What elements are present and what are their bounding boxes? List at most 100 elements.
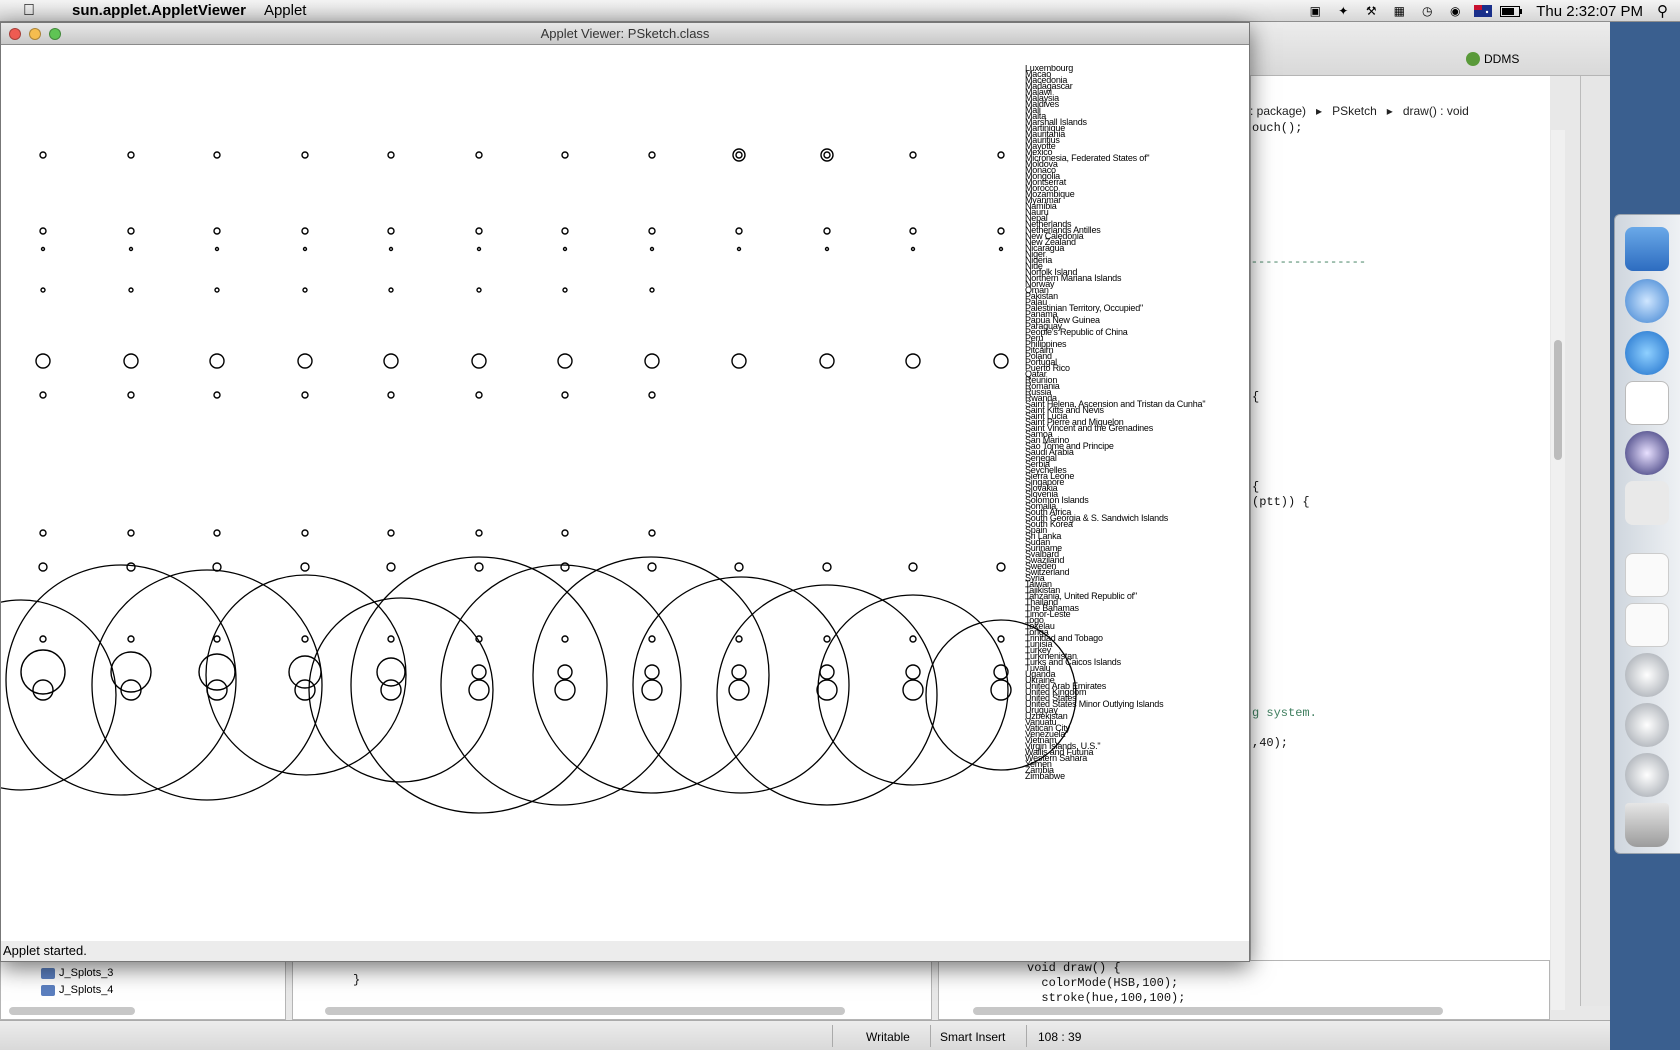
write-mode: Writable	[866, 1030, 910, 1044]
sketch-circle	[128, 246, 134, 252]
country-label: United Kingdom	[1025, 687, 1087, 697]
dropbox-icon[interactable]: ✦	[1338, 4, 1349, 18]
breadcrumb-item[interactable]: PSketch	[1332, 104, 1377, 118]
sketch-circle	[820, 148, 834, 162]
sketch-circle	[213, 391, 221, 399]
sketch-circle	[824, 246, 830, 252]
wifi-icon[interactable]: ◉	[1450, 4, 1461, 18]
time-machine-icon[interactable]: ◷	[1422, 4, 1433, 18]
country-label: Wallis and Futuna	[1025, 747, 1094, 757]
country-label: Syria	[1025, 573, 1045, 583]
finder-icon[interactable]	[1625, 227, 1669, 271]
country-label: Morocco	[1025, 183, 1059, 193]
sketch-circle	[561, 151, 569, 159]
country-label: The Bahamas	[1025, 603, 1079, 613]
horizontal-scrollbar[interactable]	[9, 1007, 135, 1015]
country-label: Montserrat	[1025, 177, 1067, 187]
calendar-icon[interactable]	[1625, 381, 1669, 425]
country-label: Malaysia	[1025, 93, 1059, 103]
sketch-circle	[440, 564, 682, 806]
horizontal-scrollbar[interactable]	[325, 1007, 845, 1015]
tree-item[interactable]: J_Splots_3	[41, 967, 113, 979]
secondary-editor[interactable]: void draw() { colorMode(HSB,100); stroke…	[938, 960, 1550, 1020]
country-label: Timor-Leste	[1025, 609, 1071, 619]
menu-clock[interactable]: Thu 2:32:07 PM	[1536, 2, 1643, 20]
sketch-circle	[468, 679, 490, 701]
sketch-circle	[302, 287, 308, 293]
country-label: Mexico	[1025, 147, 1053, 157]
grid-icon[interactable]: ▦	[1393, 4, 1405, 18]
battery-icon[interactable]	[1500, 3, 1523, 19]
country-label: Vatican City	[1025, 723, 1070, 733]
app-menu[interactable]: sun.applet.AppletViewer	[72, 2, 246, 19]
country-label: Togo	[1025, 615, 1044, 625]
cursor-position: 108 : 39	[1038, 1030, 1082, 1044]
minimize-button[interactable]	[29, 28, 41, 40]
apple-logo-icon[interactable]: 	[18, 2, 40, 20]
trash-icon[interactable]	[1625, 803, 1669, 847]
at-stack-icon[interactable]	[1625, 753, 1669, 797]
sketch-circle	[127, 151, 135, 159]
breadcrumb-item[interactable]: : package)	[1250, 104, 1307, 118]
sketch-circle	[731, 353, 747, 369]
sketch-circle	[993, 664, 1009, 680]
country-label: Saint Lucia	[1025, 411, 1068, 421]
eclipse-icon[interactable]	[1625, 431, 1669, 475]
country-label: Macao	[1025, 69, 1052, 79]
country-label: Swaziland	[1025, 555, 1065, 565]
window-titlebar[interactable]: Applet Viewer: PSketch.class	[1, 23, 1249, 45]
sketch-circle	[909, 151, 917, 159]
ddms-perspective-button[interactable]: DDMS	[1466, 52, 1519, 66]
sketch-circle	[560, 562, 570, 572]
sketch-circle	[127, 529, 135, 537]
wrench-icon[interactable]: ⚒	[1365, 4, 1377, 18]
editor-scrollbar[interactable]	[1551, 130, 1565, 1010]
sketch-circle	[39, 227, 47, 235]
zoom-button[interactable]	[49, 28, 61, 40]
spotlight-search-icon[interactable]: ⚲	[1657, 3, 1668, 20]
country-label: Namibia	[1025, 201, 1057, 211]
html-file-icon[interactable]	[1625, 553, 1669, 597]
country-label: Svalbard	[1025, 549, 1059, 559]
sketch-circle	[214, 246, 220, 252]
itunes-icon[interactable]	[1625, 331, 1669, 375]
sketch-circle	[302, 246, 308, 252]
sketch-circle	[997, 635, 1005, 643]
close-button[interactable]	[9, 28, 21, 40]
sketch-circle	[387, 529, 395, 537]
country-label: Mauritius	[1025, 135, 1060, 145]
breadcrumb-item[interactable]: draw() : void	[1402, 104, 1469, 118]
code-line: stroke(hue,100,100);	[1027, 991, 1186, 1005]
sketch-circle	[475, 227, 483, 235]
applet-menu[interactable]: Applet	[263, 2, 307, 19]
country-label: Uzbekistan	[1025, 711, 1068, 721]
applet-status: Applet started.	[1, 941, 1249, 961]
code-editor[interactable]	[1250, 76, 1550, 1006]
country-label: Saint Kitts and Nevis	[1025, 405, 1104, 415]
safari-icon[interactable]	[1625, 279, 1669, 323]
tree-item[interactable]: J_Splots_4	[41, 984, 113, 996]
applet-canvas[interactable]: Luxembourg Macao Macedonia Madagascar Malawi…	[1, 45, 1249, 941]
sketch-circle	[387, 151, 395, 159]
country-label: Netherlands Antilles	[1025, 225, 1101, 235]
sketch-circle	[39, 391, 47, 399]
java-coffee-icon[interactable]	[1625, 481, 1669, 525]
at-stack-icon[interactable]	[1625, 703, 1669, 747]
screen-share-icon[interactable]: ▣	[1309, 4, 1321, 18]
country-label: Myanmar	[1025, 195, 1062, 205]
scroll-thumb[interactable]	[1554, 340, 1562, 460]
australian-flag-icon[interactable]	[1472, 3, 1494, 19]
at-stack-icon[interactable]	[1625, 653, 1669, 697]
sketch-circle	[648, 635, 656, 643]
country-label: Trinidad and Tobago	[1025, 633, 1103, 643]
chevron-right-icon: ▸	[1386, 104, 1393, 118]
sketch-circle	[997, 227, 1005, 235]
editor-side-toolbar	[1580, 76, 1610, 1006]
horizontal-scrollbar[interactable]	[973, 1007, 1443, 1015]
document-icon[interactable]	[1625, 603, 1669, 647]
sketch-circle	[823, 227, 831, 235]
country-label: Zambia	[1025, 765, 1054, 775]
country-label: Panama	[1025, 309, 1058, 319]
sketch-circle	[128, 287, 134, 293]
country-label: Uruguay	[1025, 705, 1058, 715]
